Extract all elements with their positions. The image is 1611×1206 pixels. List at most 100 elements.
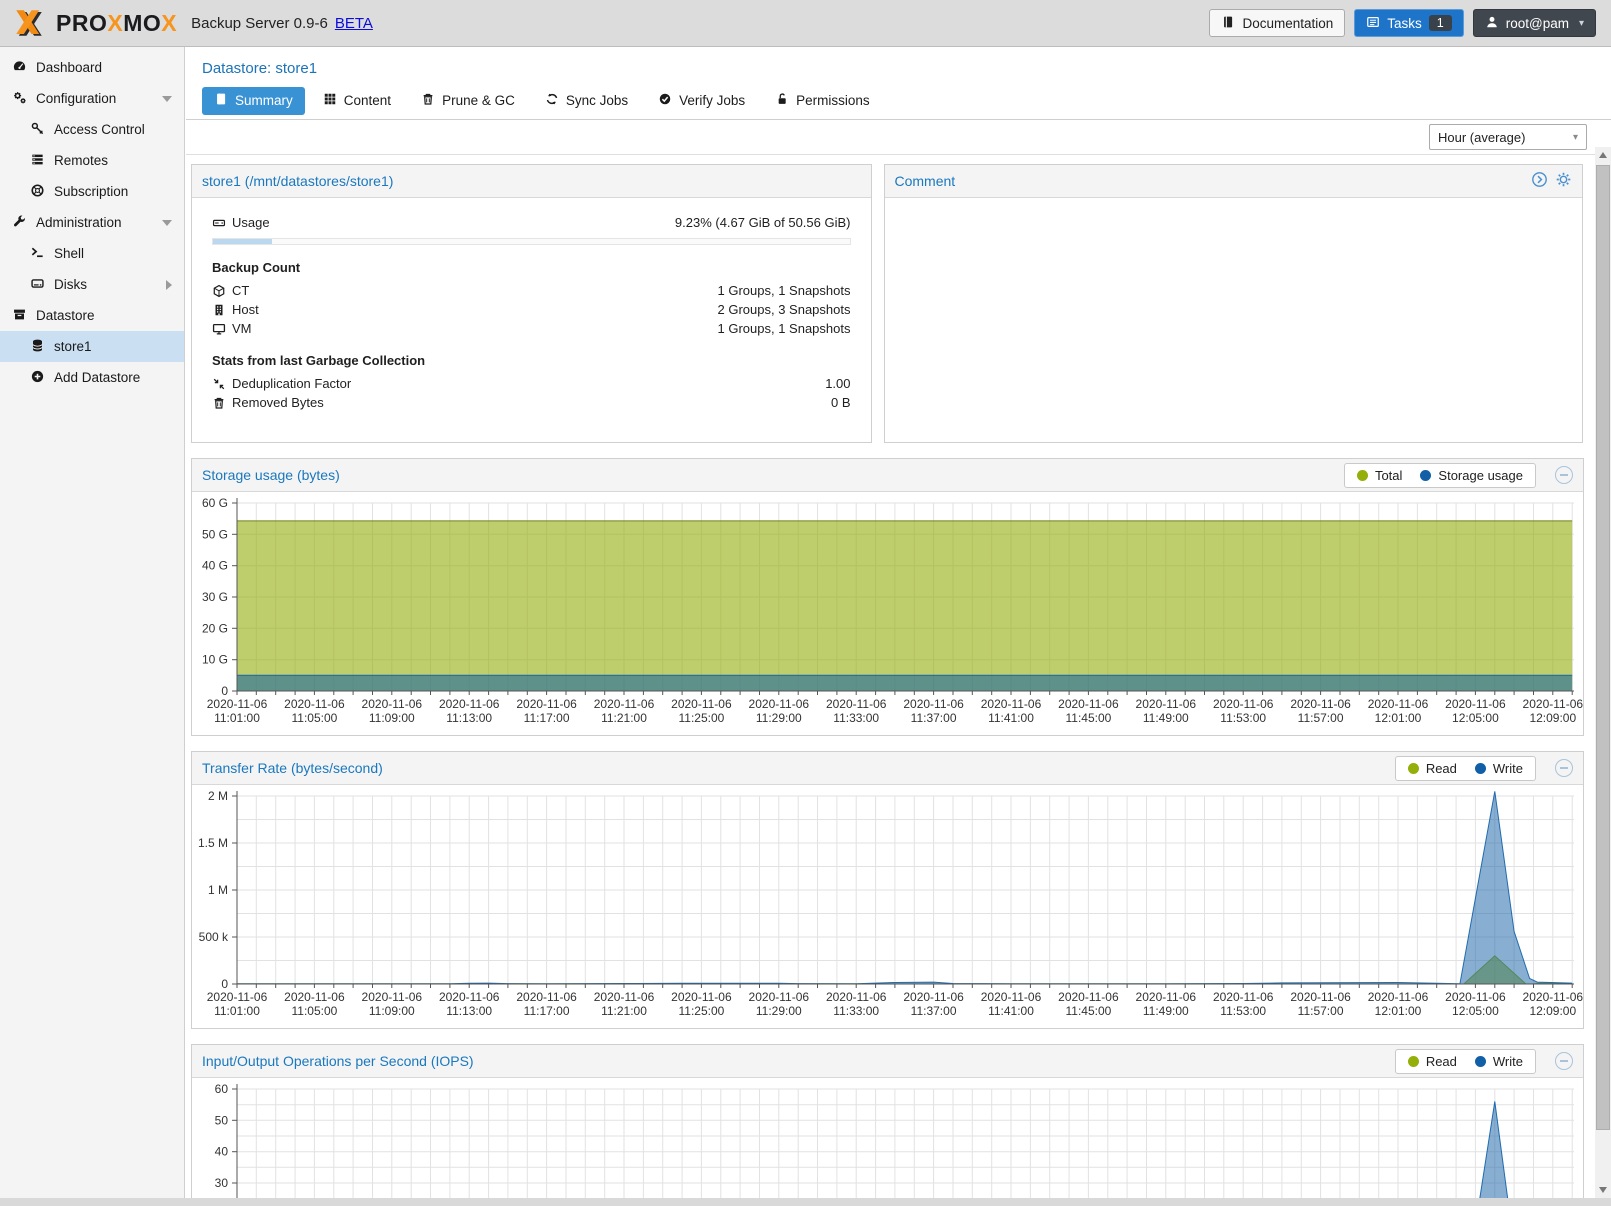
scroll-up-arrow[interactable]: [1595, 147, 1611, 163]
comment-body[interactable]: [885, 198, 1583, 212]
tab-label: Verify Jobs: [679, 93, 746, 108]
stat-row-deduplication-factor: Deduplication Factor 1.00: [212, 374, 851, 393]
chevron-down-icon[interactable]: [162, 95, 172, 102]
chevron-down-icon[interactable]: [162, 219, 172, 226]
legend-item-write[interactable]: Write: [1474, 761, 1523, 776]
check-circle-icon: [658, 92, 672, 109]
time-range-value: Hour (average): [1438, 129, 1526, 145]
chart-header: Transfer Rate (bytes/second) Read Write: [192, 752, 1583, 785]
sidebar-item-datastore[interactable]: Datastore: [0, 300, 184, 331]
stat-label: VM: [232, 321, 252, 336]
legend-item-write[interactable]: Write: [1474, 1054, 1523, 1069]
sidebar-item-administration[interactable]: Administration: [0, 207, 184, 238]
sidebar-item-shell[interactable]: Shell: [0, 238, 184, 269]
vertical-scrollbar[interactable]: [1595, 147, 1611, 1206]
remotes-icon: [30, 152, 45, 170]
sidebar-item-dashboard[interactable]: Dashboard: [0, 52, 184, 83]
svg-text:2020-11-06: 2020-11-06: [1290, 697, 1351, 711]
svg-text:2020-11-06: 2020-11-06: [1058, 697, 1119, 711]
expand-comment-icon[interactable]: [1531, 171, 1548, 191]
stat-row-removed-bytes: Removed Bytes 0 B: [212, 393, 851, 412]
legend-dot: [1407, 1055, 1419, 1067]
sidebar-item-configuration[interactable]: Configuration: [0, 83, 184, 114]
stat-value: 1.00: [825, 376, 851, 391]
svg-text:2020-11-06: 2020-11-06: [749, 697, 810, 711]
sidebar-item-remotes[interactable]: Remotes: [0, 145, 184, 176]
sidebar-item-disks[interactable]: Disks: [0, 269, 184, 300]
tab-summary[interactable]: Summary: [202, 87, 305, 115]
svg-text:11:05:00: 11:05:00: [291, 1004, 337, 1018]
scrollbar-thumb[interactable]: [1596, 165, 1610, 1130]
svg-text:10 G: 10 G: [202, 653, 228, 667]
svg-text:11:01:00: 11:01:00: [214, 711, 260, 725]
terminal-icon: [30, 245, 45, 263]
tab-sync-jobs[interactable]: Sync Jobs: [533, 87, 640, 115]
chart-toolbar: Hour (average) ▾: [186, 120, 1611, 155]
svg-text:11:25:00: 11:25:00: [678, 1004, 724, 1018]
lock-icon: [775, 92, 789, 109]
tab-permissions[interactable]: Permissions: [763, 87, 882, 115]
beta-link[interactable]: BETA: [334, 14, 373, 32]
usage-row: Usage 9.23% (4.67 GiB of 50.56 GiB): [212, 212, 851, 233]
svg-text:1 M: 1 M: [208, 883, 228, 897]
gears-icon: [12, 90, 27, 108]
time-range-select[interactable]: Hour (average) ▾: [1429, 124, 1587, 150]
chart-title: Storage usage (bytes): [202, 467, 340, 483]
svg-text:40 G: 40 G: [202, 559, 228, 573]
collapse-chart-icon[interactable]: [1555, 759, 1573, 777]
svg-text:2020-11-06: 2020-11-06: [1136, 990, 1197, 1004]
user-menu-button[interactable]: root@pam ▾: [1472, 9, 1596, 37]
chart-panel-2: Input/Output Operations per Second (IOPS…: [191, 1044, 1584, 1198]
sidebar-item-subscription[interactable]: Subscription: [0, 176, 184, 207]
tab-label: Sync Jobs: [565, 93, 629, 108]
building-icon: [212, 303, 232, 317]
tab-prune-gc[interactable]: Prune & GC: [409, 87, 527, 115]
gc-stats-heading: Stats from last Garbage Collection: [212, 353, 426, 368]
svg-text:0: 0: [221, 977, 228, 991]
documentation-button[interactable]: Documentation: [1209, 9, 1346, 37]
legend-dot: [1407, 762, 1419, 774]
sidebar-item-label: Access Control: [54, 122, 145, 137]
tab-label: Permissions: [796, 93, 870, 108]
svg-text:11:05:00: 11:05:00: [291, 711, 337, 725]
chevron-right-icon[interactable]: [166, 279, 172, 290]
sidebar-item-access-control[interactable]: Access Control: [0, 114, 184, 145]
svg-text:11:53:00: 11:53:00: [1220, 711, 1266, 725]
grid-icon: [323, 92, 337, 109]
tab-verify-jobs[interactable]: Verify Jobs: [646, 87, 757, 115]
svg-text:11:17:00: 11:17:00: [524, 1004, 570, 1018]
stat-row-ct: CT 1 Groups, 1 Snapshots: [212, 281, 851, 300]
stat-label: Host: [232, 302, 259, 317]
svg-text:50: 50: [215, 1113, 229, 1127]
app-header: PROXMOX Backup Server 0.9-6 BETA Documen…: [0, 0, 1611, 47]
compress-icon: [212, 377, 232, 391]
legend-item-storage-usage[interactable]: Storage usage: [1420, 468, 1523, 483]
comment-panel-header: Comment: [884, 165, 1582, 198]
legend-item-total[interactable]: Total: [1356, 468, 1402, 483]
sidebar-item-store1[interactable]: store1: [0, 331, 184, 362]
collapse-chart-icon[interactable]: [1555, 466, 1573, 484]
usage-progress-bar: [212, 238, 851, 245]
scroll-down-arrow[interactable]: [1595, 1182, 1611, 1198]
legend-item-read[interactable]: Read: [1407, 761, 1457, 776]
stat-label: Removed Bytes: [232, 395, 324, 410]
sidebar-item-label: Shell: [54, 246, 85, 261]
legend-item-read[interactable]: Read: [1407, 1054, 1457, 1069]
svg-text:2020-11-06: 2020-11-06: [671, 697, 732, 711]
trash-icon: [421, 92, 435, 109]
stat-value: 0 B: [830, 395, 851, 410]
svg-text:2 M: 2 M: [208, 789, 228, 803]
datastore-summary-panel: store1 (/mnt/datastores/store1) Usage 9.…: [191, 164, 872, 443]
tasks-button[interactable]: Tasks 1: [1354, 9, 1464, 37]
collapse-chart-icon[interactable]: [1555, 1052, 1573, 1070]
usage-value: 9.23% (4.67 GiB of 50.56 GiB): [674, 215, 851, 230]
comment-settings-gear-icon[interactable]: [1555, 171, 1572, 191]
product-version: Backup Server 0.9-6: [191, 14, 328, 32]
wrench-icon: [12, 214, 27, 232]
legend-dot: [1474, 762, 1486, 774]
chart-panel-0: Storage usage (bytes) Total Storage usage 0…: [191, 458, 1584, 736]
sidebar-item-label: Add Datastore: [54, 370, 141, 385]
sidebar-item-add-datastore[interactable]: Add Datastore: [0, 362, 184, 393]
chart-legend: Read Write: [1394, 1048, 1536, 1074]
tab-content[interactable]: Content: [311, 87, 403, 115]
